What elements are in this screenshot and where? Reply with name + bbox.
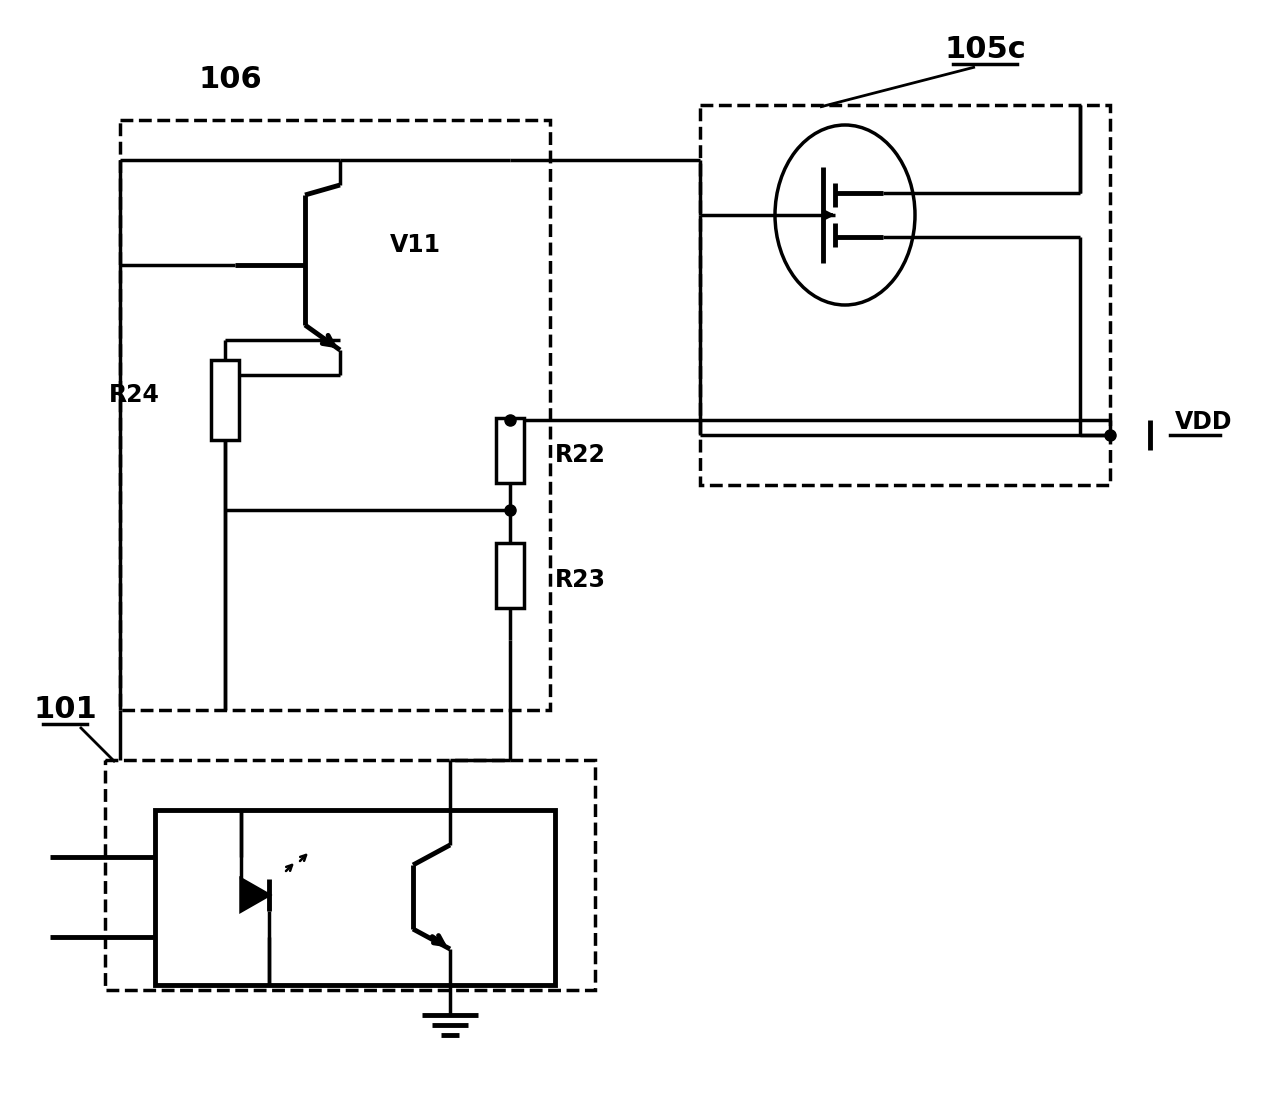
Text: R23: R23 (555, 568, 607, 592)
Text: R22: R22 (555, 443, 605, 467)
Text: 105c: 105c (944, 35, 1025, 65)
Polygon shape (242, 879, 269, 911)
Bar (105, 760, 595, 989)
Text: VDD: VDD (1174, 410, 1232, 434)
Bar (496, 418, 524, 483)
Bar (211, 360, 239, 440)
Bar (700, 105, 1110, 485)
Bar (496, 543, 524, 608)
Text: R24: R24 (109, 383, 161, 407)
Text: 106: 106 (198, 66, 262, 94)
Text: 101: 101 (33, 695, 96, 724)
Text: V11: V11 (391, 233, 441, 257)
Bar (120, 120, 550, 710)
Bar (155, 810, 555, 985)
